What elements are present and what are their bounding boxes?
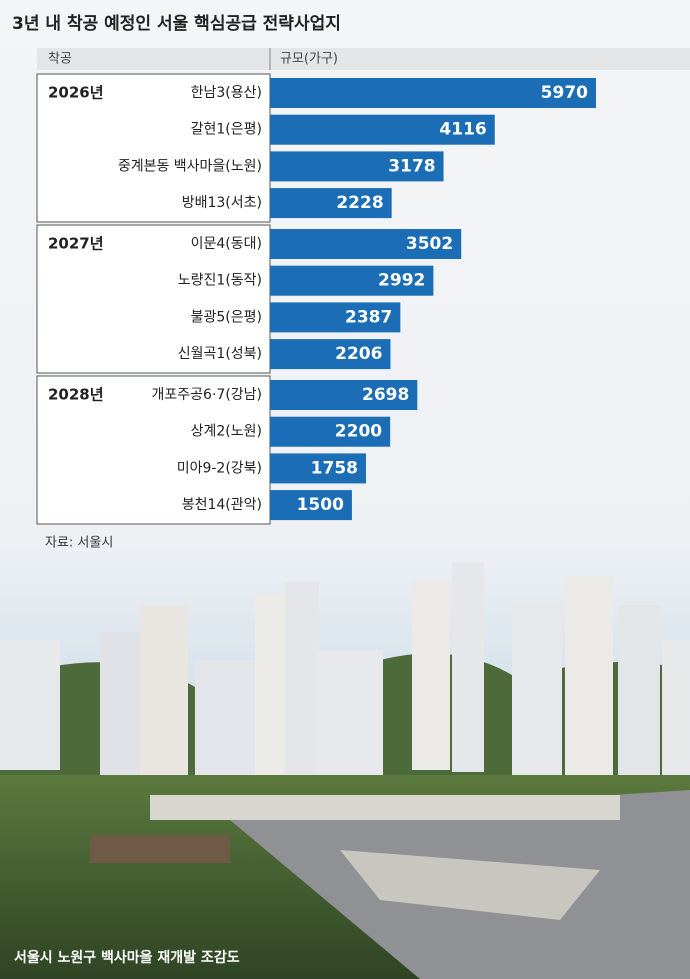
bar: [270, 78, 596, 108]
building: [512, 605, 562, 775]
group-label: 2028년: [48, 386, 104, 404]
value-label: 3178: [388, 156, 435, 176]
bar: [270, 453, 366, 484]
building: [255, 595, 285, 775]
value-label: 4116: [439, 120, 486, 140]
plaza: [340, 850, 600, 920]
bar: [270, 380, 418, 410]
building: [618, 605, 660, 780]
group-box: [36, 375, 271, 525]
category-label: 불광5(은평): [191, 309, 262, 325]
category-label: 신월곡1(성북): [178, 346, 262, 362]
bar: [270, 416, 391, 447]
value-label: 2228: [336, 193, 383, 213]
bar: [270, 151, 444, 182]
group-label: 2026년: [48, 84, 104, 102]
chart-title: 3년 내 착공 예정인 서울 핵심공급 전략사업지: [12, 14, 341, 34]
value-label: 2992: [378, 271, 425, 291]
podium: [150, 795, 620, 820]
caption: 서울시 노원구 백사마을 재개발 조감도: [14, 949, 240, 966]
building: [100, 632, 140, 777]
category-label: 노량진1(동작): [178, 273, 262, 289]
building: [565, 575, 613, 785]
value-label: 3502: [406, 234, 453, 254]
value-label: 2200: [335, 422, 382, 442]
pavilion: [90, 835, 230, 863]
building: [318, 650, 383, 775]
building: [412, 580, 450, 770]
value-label: 2698: [362, 385, 409, 405]
group-box: [36, 73, 271, 223]
bar: [270, 339, 391, 370]
group-header: 착공: [48, 52, 72, 67]
building: [285, 582, 319, 777]
header-row: [37, 48, 690, 70]
category-label: 개포주공6·7(강남): [152, 387, 262, 403]
building: [452, 562, 484, 772]
illustration: [0, 562, 690, 979]
value-label: 5970: [541, 83, 588, 103]
group-label: 2027년: [48, 235, 104, 253]
building: [140, 605, 188, 780]
category-label: 상계2(노원): [191, 424, 262, 440]
category-label: 갈현1(은평): [191, 122, 262, 138]
building: [0, 640, 60, 770]
bar: [270, 229, 462, 259]
value-label: 1758: [311, 458, 358, 478]
building: [662, 640, 690, 780]
value-header: 규모(가구): [280, 52, 338, 67]
bar: [270, 188, 392, 219]
value-label: 1500: [297, 495, 344, 515]
category-label: 이문4(동대): [191, 236, 262, 252]
value-label: 2206: [335, 344, 382, 364]
source: 자료: 서울시: [45, 536, 113, 551]
bar: [270, 114, 495, 145]
category-label: 미아9-2(강북): [177, 460, 262, 476]
value-label: 2387: [345, 307, 392, 327]
category-label: 봉천14(관악): [182, 497, 262, 513]
category-label: 방배13(서초): [182, 195, 262, 211]
category-label: 한남3(용산): [191, 85, 262, 101]
bar: [270, 302, 401, 333]
bar: [270, 490, 352, 521]
group-box: [36, 224, 271, 374]
bar: [270, 265, 434, 296]
category-label: 중계본동 백사마을(노원): [118, 158, 262, 174]
building: [195, 660, 255, 775]
